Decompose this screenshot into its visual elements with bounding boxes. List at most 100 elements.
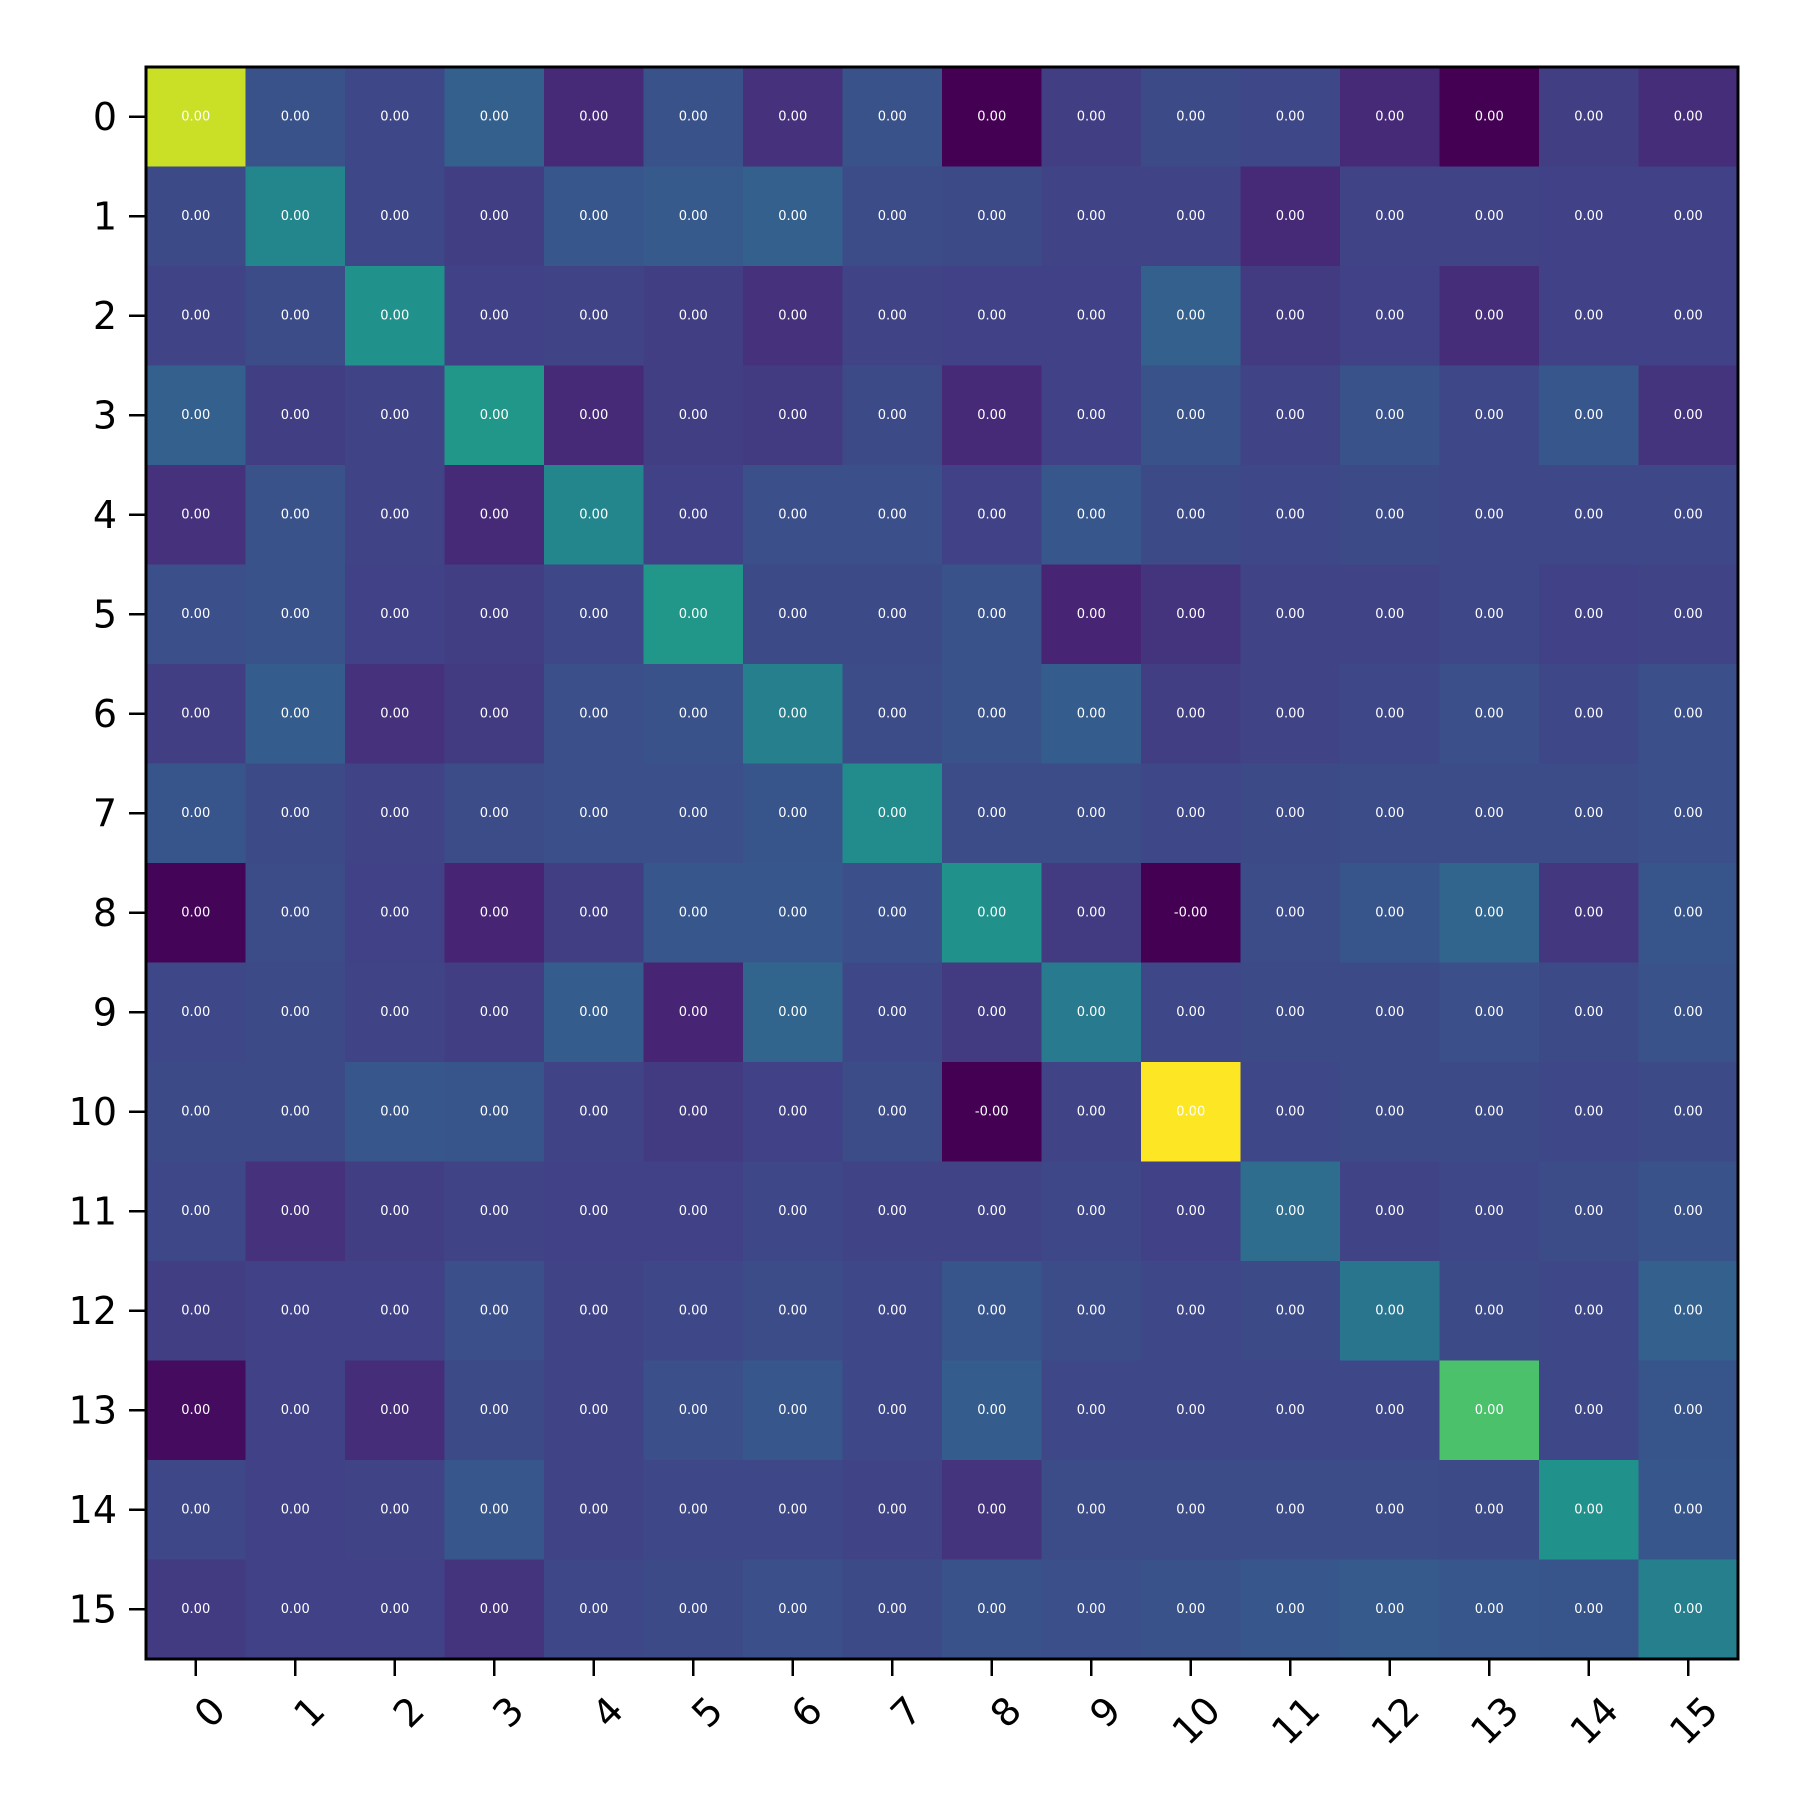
heatmap-cell <box>1240 1161 1341 1262</box>
heatmap-cell <box>743 365 844 466</box>
heatmap-cell-label: 0.00 <box>1276 1303 1305 1318</box>
heatmap-cell <box>942 1062 1043 1163</box>
heatmap-cell <box>743 962 844 1063</box>
heatmap-cell <box>1240 962 1341 1063</box>
heatmap-cell-label: 0.00 <box>1574 1602 1603 1617</box>
heatmap-cell-label: 0.00 <box>878 1104 907 1119</box>
heatmap-cell-label: 0.00 <box>1077 408 1106 423</box>
heatmap-cell-label: 0.00 <box>1574 209 1603 224</box>
heatmap-cell <box>1539 664 1640 765</box>
heatmap-cell <box>146 763 247 864</box>
heatmap-cell-label: 0.00 <box>1475 1502 1504 1517</box>
heatmap-cell-label: 0.00 <box>778 1204 807 1219</box>
heatmap-cell-label: 0.00 <box>1475 408 1504 423</box>
heatmap-cell-label: 0.00 <box>878 209 907 224</box>
heatmap-cell-label: 0.00 <box>977 1005 1006 1020</box>
heatmap-cell-label: 0.00 <box>380 706 409 721</box>
heatmap-cell-label: 0.00 <box>579 1403 608 1418</box>
heatmap-cell <box>942 166 1043 267</box>
heatmap-cell-label: 0.00 <box>1574 1104 1603 1119</box>
heatmap-cell-label: 0.00 <box>1475 209 1504 224</box>
heatmap-cell-label: 0.00 <box>181 1502 210 1517</box>
heatmap-cell <box>345 1460 446 1561</box>
heatmap-cell <box>643 962 744 1063</box>
heatmap-cell-label: 0.00 <box>1176 408 1205 423</box>
heatmap-cell <box>643 763 744 864</box>
heatmap-cell-label: 0.00 <box>1077 1005 1106 1020</box>
heatmap-cell-label: 0.00 <box>579 607 608 622</box>
heatmap-cell-label: 0.00 <box>281 706 310 721</box>
heatmap-cell <box>1539 166 1640 267</box>
heatmap-cell-label: 0.00 <box>480 1602 509 1617</box>
heatmap-cell-label: 0.00 <box>977 1403 1006 1418</box>
heatmap-cell <box>942 1360 1043 1461</box>
heatmap-cell <box>743 664 844 765</box>
heatmap-cell <box>842 1460 943 1561</box>
heatmap-cell-label: 0.00 <box>1375 1204 1404 1219</box>
heatmap-cell <box>1041 365 1142 466</box>
heatmap-cell-label: 0.00 <box>778 209 807 224</box>
heatmap-cell-label: 0.00 <box>878 607 907 622</box>
heatmap-cell-label: 0.00 <box>1176 308 1205 323</box>
heatmap-cell <box>1141 67 1242 168</box>
heatmap-cell <box>842 863 943 964</box>
heatmap-cell <box>1638 564 1739 665</box>
heatmap-cell-label: 0.00 <box>1475 1403 1504 1418</box>
heatmap-cell <box>544 1360 645 1461</box>
heatmap-cell <box>1539 67 1640 168</box>
heatmap-cell <box>1041 863 1142 964</box>
heatmap-cell-label: 0.00 <box>1674 1005 1703 1020</box>
heatmap-cell-label: 0.00 <box>1176 706 1205 721</box>
y-tick-label: 6 <box>93 692 117 736</box>
heatmap-cell-label: 0.00 <box>679 1502 708 1517</box>
heatmap-cell <box>1638 166 1739 267</box>
heatmap-cell-label: 0.00 <box>181 706 210 721</box>
heatmap-cell <box>544 465 645 566</box>
heatmap-cell-label: 0.00 <box>181 905 210 920</box>
heatmap-cell <box>146 1360 247 1461</box>
heatmap-cell-label: 0.00 <box>480 607 509 622</box>
heatmap-cell <box>1638 962 1739 1063</box>
heatmap-cells <box>146 67 1739 1660</box>
heatmap-cell-label: 0.00 <box>778 1005 807 1020</box>
heatmap-cell-label: 0.00 <box>480 706 509 721</box>
heatmap-cell <box>1439 1460 1540 1561</box>
heatmap-cell <box>1141 166 1242 267</box>
heatmap-cell <box>1539 1062 1640 1163</box>
heatmap-cell-label: 0.00 <box>778 408 807 423</box>
heatmap-cell <box>1638 465 1739 566</box>
heatmap-cell-label: 0.00 <box>1574 308 1603 323</box>
y-tick-label: 1 <box>93 194 117 238</box>
heatmap-cell-label: 0.00 <box>679 1104 708 1119</box>
heatmap-cell <box>345 564 446 665</box>
heatmap-cell-label: 0.00 <box>181 1403 210 1418</box>
heatmap-cell <box>1340 166 1441 267</box>
heatmap-cell <box>643 863 744 964</box>
heatmap-cell <box>1539 465 1640 566</box>
heatmap-cell-label: 0.00 <box>1276 1204 1305 1219</box>
heatmap-cell <box>1638 1261 1739 1362</box>
heatmap-cell <box>643 465 744 566</box>
heatmap-cell-label: 0.00 <box>1375 1005 1404 1020</box>
heatmap-cell-label: 0.00 <box>1674 1303 1703 1318</box>
heatmap-cell <box>1340 863 1441 964</box>
heatmap-cell-label: 0.00 <box>1574 806 1603 821</box>
heatmap-cell <box>146 1559 247 1660</box>
heatmap-cell <box>444 863 545 964</box>
heatmap-cell <box>1141 1460 1242 1561</box>
heatmap-cell-label: 0.00 <box>977 209 1006 224</box>
heatmap-cell <box>942 266 1043 367</box>
heatmap-cell <box>842 1360 943 1461</box>
heatmap-cell-label: 0.00 <box>778 507 807 522</box>
heatmap-cell <box>1141 962 1242 1063</box>
heatmap-cell-label: 0.00 <box>1574 1303 1603 1318</box>
heatmap-cell <box>1638 763 1739 864</box>
heatmap-cell <box>1539 1559 1640 1660</box>
heatmap-cell-label: 0.00 <box>1077 607 1106 622</box>
heatmap-cell-label: 0.00 <box>1077 1104 1106 1119</box>
heatmap-cell <box>942 365 1043 466</box>
heatmap-cell <box>146 664 247 765</box>
heatmap-cell <box>1141 1360 1242 1461</box>
